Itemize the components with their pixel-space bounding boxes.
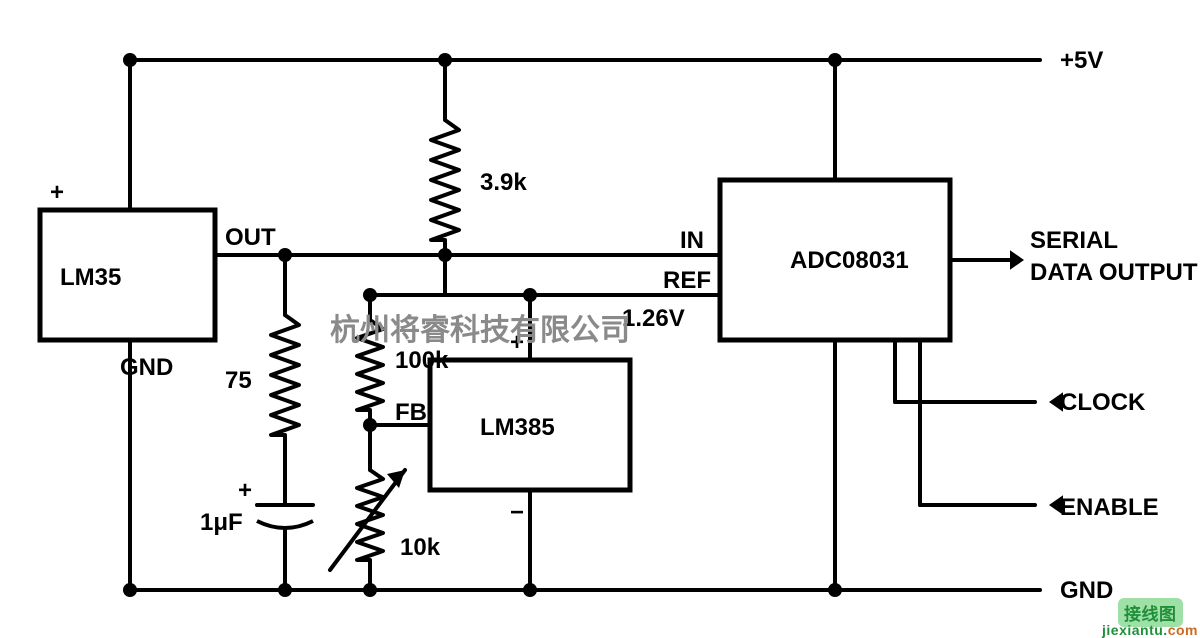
circuit-schematic: +5VGNDLM35+OUTGNDADC08031INREFSERIALDATA… — [0, 0, 1200, 638]
lm385-fb-label: FB — [395, 399, 427, 426]
vcc-label: +5V — [1060, 47, 1103, 74]
junction-dot — [123, 53, 137, 67]
junction-dot — [828, 583, 842, 597]
gnd-label: GND — [1060, 577, 1113, 604]
lm35-name: LM35 — [60, 264, 121, 291]
lm35-plus: + — [50, 179, 64, 206]
junction-dot — [363, 583, 377, 597]
lm385-ref-voltage: 1.26V — [622, 305, 685, 332]
junction-dot — [123, 583, 137, 597]
resistor-body — [357, 320, 383, 410]
junction-dot — [438, 53, 452, 67]
clock-label: CLOCK — [1060, 389, 1146, 416]
resistor-body — [431, 120, 459, 240]
serial-label-2: DATA OUTPUT — [1030, 259, 1198, 286]
junction-dot — [828, 53, 842, 67]
cap-label: 1μF — [200, 509, 243, 536]
lm385-name: LM385 — [480, 414, 555, 441]
pot-label: 10k — [400, 534, 441, 561]
r100k-label: 100k — [395, 347, 449, 374]
junction-dot — [438, 248, 452, 262]
serial-label-1: SERIAL — [1030, 227, 1118, 254]
resistor-body — [271, 315, 299, 435]
r75-label: 75 — [225, 367, 252, 394]
junction-dot — [523, 583, 537, 597]
junction-dot — [278, 583, 292, 597]
cap-plus: + — [238, 477, 252, 504]
lm35-out-label: OUT — [225, 224, 276, 251]
adc-in-label: IN — [680, 227, 704, 254]
r3.9k-label: 3.9k — [480, 169, 527, 196]
adc-name: ADC08031 — [790, 247, 909, 274]
junction-dot — [363, 288, 377, 302]
junction-dot — [278, 248, 292, 262]
lm385-minus: − — [510, 499, 524, 526]
adc-serial-arrow — [1010, 250, 1024, 270]
junction-dot — [523, 288, 537, 302]
adc-ref-label: REF — [663, 267, 711, 294]
enable-label: ENABLE — [1060, 494, 1159, 521]
junction-dot — [363, 418, 377, 432]
lm385-plus: + — [510, 329, 524, 356]
